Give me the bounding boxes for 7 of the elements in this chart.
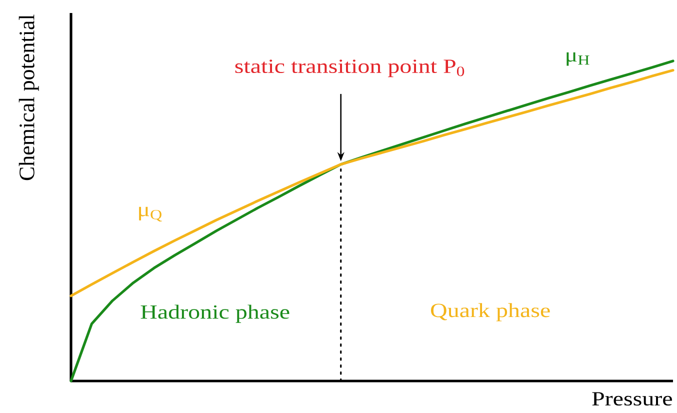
annotation: static transition point P$_{0}$ xyxy=(235,60,464,78)
y-axis-title: Chemical potential xyxy=(18,14,39,180)
series-label: μ$_{H}$ xyxy=(566,52,590,66)
annotation: Hadronic phase xyxy=(140,304,290,323)
annotation: Quark phase xyxy=(431,303,550,322)
series-label: μ$_{Q}$ xyxy=(139,206,162,222)
x-axis-title: Pressure xyxy=(592,392,672,406)
